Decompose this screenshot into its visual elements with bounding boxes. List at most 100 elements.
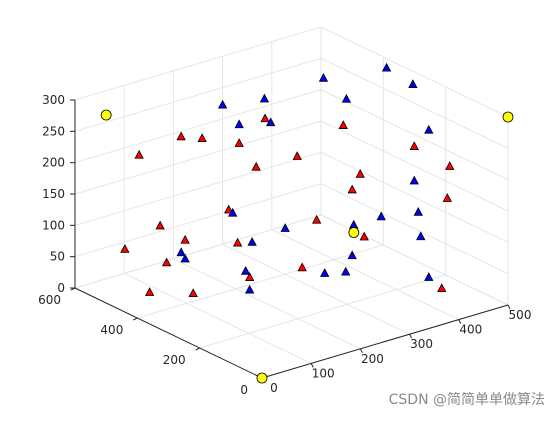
x-tick-label: 0	[270, 381, 278, 395]
point	[408, 79, 418, 89]
point	[409, 175, 419, 185]
point	[442, 193, 452, 202]
point	[338, 120, 348, 129]
point	[144, 287, 155, 296]
point	[176, 247, 186, 257]
point	[347, 250, 357, 260]
point	[224, 204, 234, 214]
point	[180, 234, 190, 244]
point	[180, 253, 190, 263]
point	[188, 288, 198, 297]
y-tick	[195, 347, 200, 351]
point	[234, 119, 244, 129]
z-tick-label: 150	[42, 187, 65, 201]
point	[266, 117, 276, 127]
point	[259, 93, 270, 103]
point	[376, 211, 386, 221]
z-tick-label: 250	[42, 124, 65, 138]
grid-line	[74, 57, 322, 132]
point	[234, 138, 244, 147]
grid-line	[123, 272, 312, 364]
point	[502, 111, 514, 123]
grid-line	[320, 183, 509, 275]
point	[228, 207, 238, 217]
point	[413, 207, 423, 216]
point	[232, 237, 243, 247]
point	[416, 231, 426, 241]
x-tick	[458, 319, 462, 324]
x-tick-label: 200	[361, 352, 384, 366]
point	[341, 266, 351, 276]
x-tick	[507, 304, 511, 310]
point	[297, 262, 307, 272]
grid-line	[222, 243, 410, 335]
point	[424, 124, 434, 134]
x-tick-label: 100	[312, 366, 335, 380]
grid-line	[320, 89, 509, 181]
point	[120, 243, 130, 253]
grid-line	[320, 57, 509, 149]
x-tick-label: 400	[459, 323, 482, 337]
y-tick-label: 0	[240, 383, 248, 397]
z-tick-label: 200	[42, 156, 65, 170]
point	[445, 161, 455, 170]
x-tick	[409, 333, 413, 339]
point	[381, 62, 392, 72]
grid-line	[74, 183, 322, 258]
grid-line	[320, 26, 509, 118]
point	[409, 141, 419, 150]
point	[245, 284, 255, 294]
watermark: CSDN @简简单单做算法	[389, 391, 545, 408]
y-tick-label: 400	[100, 323, 123, 337]
point	[437, 283, 447, 292]
grid-line	[74, 214, 322, 289]
y-tick-label: 600	[38, 293, 61, 307]
x-axis	[261, 304, 509, 379]
point	[320, 268, 330, 277]
y-tick	[133, 317, 138, 321]
point	[251, 161, 261, 171]
point	[292, 151, 302, 160]
point	[341, 93, 352, 103]
x-tick	[310, 363, 314, 368]
grid-line	[74, 26, 322, 101]
point	[280, 223, 290, 232]
z-tick-label: 100	[42, 218, 65, 232]
x-tick-label: 300	[410, 337, 433, 351]
point	[256, 372, 268, 384]
grid-line	[74, 120, 322, 195]
point	[176, 131, 186, 141]
grid-line	[271, 229, 460, 321]
point	[424, 272, 434, 281]
point	[161, 257, 172, 267]
grid-line	[320, 151, 509, 243]
point	[247, 237, 257, 246]
x-tick-label: 500	[509, 308, 532, 322]
grid-line	[137, 244, 384, 319]
point	[197, 133, 207, 142]
z-tick-label: 300	[42, 93, 65, 107]
point	[100, 109, 112, 121]
grid-line	[320, 120, 509, 212]
grid-line	[74, 89, 322, 164]
point	[240, 265, 251, 275]
z-tick-label: 0	[57, 281, 65, 295]
point	[134, 149, 144, 159]
point	[155, 220, 165, 230]
point	[260, 113, 270, 123]
grid-line	[173, 258, 361, 350]
y-axis	[74, 287, 263, 379]
point	[348, 227, 360, 238]
x-tick	[359, 348, 363, 354]
y-tick-label: 200	[163, 353, 186, 367]
point	[245, 272, 255, 281]
z-tick-label: 50	[50, 250, 65, 264]
point	[359, 231, 369, 241]
point	[312, 214, 322, 224]
grid-line	[74, 151, 322, 226]
point	[347, 184, 357, 194]
point	[217, 99, 228, 109]
grid-line	[199, 274, 446, 349]
